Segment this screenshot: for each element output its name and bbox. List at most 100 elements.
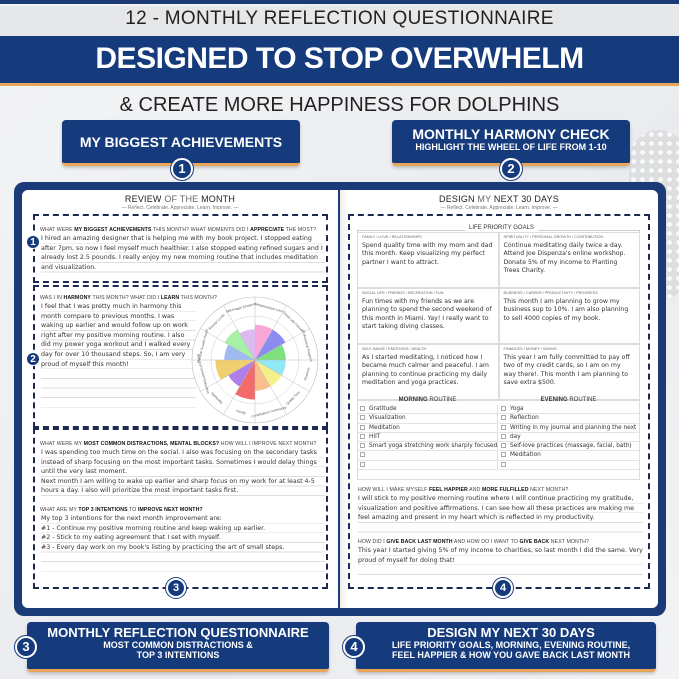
left-page-title: REVIEW OF THE MONTH [124,194,236,204]
morning-routine-item[interactable] [358,461,497,471]
checkbox[interactable] [501,452,506,458]
checkbox[interactable] [360,452,365,458]
question-give-back: HOW DID I GIVE BACK LAST MONTH AND HOW D… [358,539,589,545]
evening-routine-item[interactable]: Reflection [499,414,639,424]
answer-intentions[interactable]: My top 3 intentions for the next month i… [41,514,325,574]
goal-cell[interactable]: Business / Career / Productivity / Progr… [498,288,640,344]
question-distractions: WHAT WERE MY MOST COMMON DISTRACTIONS, M… [40,441,317,447]
wheel-segment [224,344,255,360]
callout-number-1: 1 [171,158,193,180]
morning-routine-item[interactable]: Visualization [358,414,497,424]
routine-item-label: Visualization [369,415,406,422]
header-subtitle: & CREATE MORE HAPPINESS FOR DOLPHINS [119,94,560,116]
wheel-segment [255,360,282,387]
routine-item-label: Meditation [510,452,541,459]
goal-category: Spirituality / Personal Growth / Contrib… [503,235,604,239]
goal-category: Business / Career / Productivity / Progr… [503,291,598,295]
checkbox[interactable] [360,433,365,439]
answer-distractions[interactable]: I was spending too much time on the soci… [41,448,325,496]
wheel-segment [235,360,255,400]
answer-achievements[interactable]: I hired an amazing designer that is help… [41,234,325,274]
answer-happier[interactable]: I will stick to my positive morning rout… [358,494,643,534]
callout-title: MONTHLY REFLECTION QUESTIONNAIRE [47,625,309,640]
checkbox[interactable] [360,415,365,421]
callout-number-4: 4 [343,636,365,658]
checkbox[interactable] [501,443,506,449]
morning-routine-item[interactable]: Smart yoga stretching work sharply focus… [358,442,497,452]
callout-subtitle: LIFE PRIORITY GOALS, MORNING, EVENING RO… [391,640,631,650]
evening-routine-item[interactable]: Meditation [499,451,639,461]
checkbox[interactable] [360,461,365,467]
goal-cell[interactable]: Self-image / Emotions / Health As I start… [357,344,499,400]
goal-cell[interactable]: Finances / Money / Saving This year I am … [498,344,640,400]
checkbox[interactable] [360,424,365,430]
wheel-divider [223,305,256,361]
callout-subtitle: MOST COMMON DISTRACTIONS & [103,640,253,650]
callout-design: DESIGN MY NEXT 30 DAYS LIFE PRIORITY GOA… [356,622,656,672]
header-title: 12 - MONTHLY REFLECTION QUESTIONNAIRE [0,6,679,36]
wheel-label: Family [236,409,247,415]
question-harmony: WAS I IN HARMONY THIS MONTH? WHAT DID I … [40,295,217,301]
wheel-segment [239,329,255,360]
top-strip [0,0,679,4]
answer-harmony[interactable]: I feel that I was pretty much in harmony… [41,302,196,412]
right-page-tagline: — Reflect. Celebrate. Appreciate. Learn.… [440,205,558,211]
intention-line: My top 3 intentions for the next month i… [41,515,222,522]
routine-item-label: Writing in my journal and planning the n… [510,424,637,431]
intention-line: #3 - Every day work on my book's listing… [41,543,285,551]
checkbox[interactable] [501,433,506,439]
goal-cell[interactable]: Social Life / Friends / Recreation / Fun… [357,288,499,344]
question-happier: HOW WILL I MAKE MYSELF FEEL HAPPIER AND … [358,487,569,493]
callout-subtitle: TOP 3 INTENTIONS [136,650,220,660]
routine-item-label: Gratitude [369,406,397,412]
section-marker-2: 2 [26,352,40,366]
routine-item-label: day [510,433,521,440]
goal-text: Spend quality time with my mom and dad t… [362,242,493,266]
evening-routine-item[interactable]: Self-love practices (massage, facial, ba… [499,442,639,452]
callout-subtitle: FEEL HAPPIER & HOW YOU GAVE BACK LAST MO… [391,650,630,660]
goal-category: Social Life / Friends / Recreation / Fun [362,291,444,295]
morning-routine-title: MORNING ROUTINE [398,397,457,403]
intention-line: #1 - Continue my positive morning routin… [41,524,266,532]
morning-routine-item[interactable] [358,451,497,461]
goal-text: This year I am fully committed to pay of… [503,354,630,387]
callout-number-3: 3 [15,636,37,658]
checkbox[interactable] [360,443,365,449]
evening-routine-title: EVENING ROUTINE [540,397,597,403]
wheel-divider [254,359,310,392]
life-priority-goals-title: LIFE PRIORITY GOALS [465,225,538,231]
goal-category: Finances / Money / Saving [503,347,557,351]
section-marker-1: 1 [26,235,40,249]
header-banner: DESIGNED TO STOP OVERWHELM [0,36,679,86]
wheel-segment [255,360,286,376]
goal-cell[interactable]: Family / Love / Relationships Spend quali… [357,232,499,288]
evening-routine-item[interactable]: Yoga [499,405,639,415]
wheel-segment [224,329,255,360]
goal-text: Continue meditating daily twice a day. A… [503,242,626,275]
evening-routine-item[interactable] [499,461,639,471]
routine-item-label: Self-love practices (massage, facial, ba… [510,443,632,450]
morning-routine-item[interactable]: Gratitude [358,405,497,415]
checkbox[interactable] [501,424,506,430]
wheel-divider [200,328,256,361]
routine-item-label: Yoga [510,406,524,412]
wheel-divider [200,359,256,392]
checkbox[interactable] [501,415,506,421]
evening-routine-item[interactable]: day [499,433,639,443]
answer-give-back[interactable]: This year I started giving 5% of my inco… [358,546,643,576]
routine-item-label: Smart yoga stretching work sharply focus… [369,443,497,450]
goal-text: Fun times with my friends as we are plan… [362,298,492,331]
wheel-divider [254,328,310,361]
wheel-divider [223,359,256,415]
wheel-divider [254,359,287,415]
evening-routine-item[interactable]: Writing in my journal and planning the n… [499,424,639,433]
callout-title: DESIGN MY NEXT 30 DAYS [427,625,595,640]
goal-cell[interactable]: Spirituality / Personal Growth / Contrib… [498,232,640,288]
morning-routine-item[interactable]: Meditation [358,424,497,433]
checkbox[interactable] [360,406,365,411]
checkbox[interactable] [501,461,506,467]
morning-routine-item[interactable]: HIIT [358,433,497,443]
checkbox[interactable] [501,406,506,411]
callout-subtitle: HIGHLIGHT THE WHEEL OF LIFE FROM 1-10 [415,142,607,152]
